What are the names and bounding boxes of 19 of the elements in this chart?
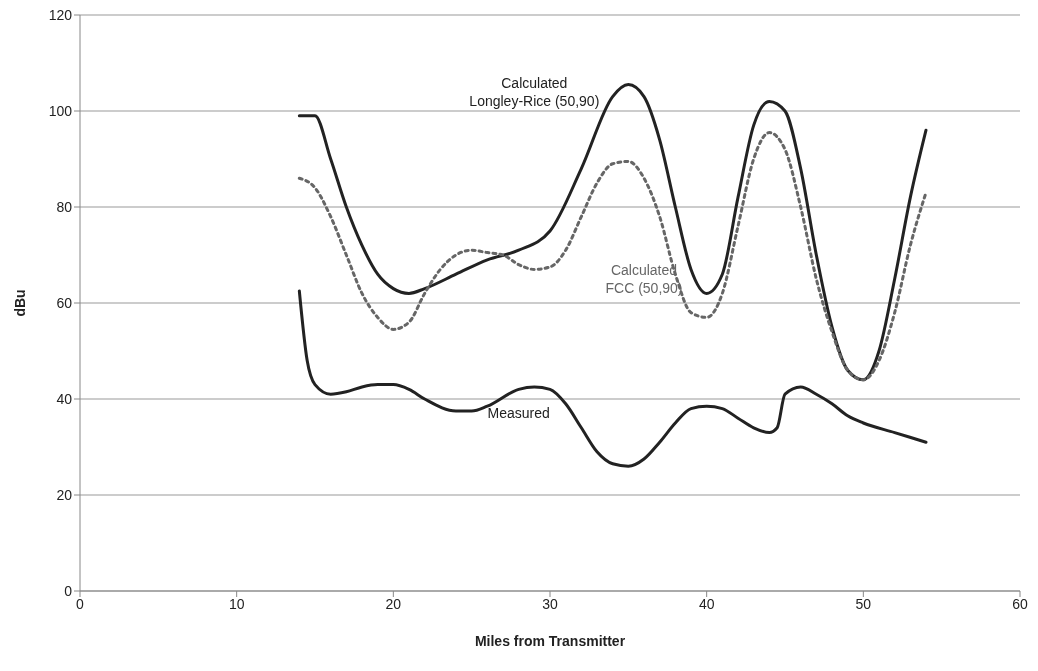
line-series bbox=[297, 131, 928, 382]
y-tick-label: 0 bbox=[64, 582, 73, 599]
x-tick-label: 60 bbox=[1012, 595, 1028, 612]
y-tick-label: 100 bbox=[48, 102, 73, 119]
x-tick-label: 50 bbox=[855, 595, 872, 612]
x-tick-label: 20 bbox=[385, 595, 402, 612]
x-tick-label: 30 bbox=[542, 595, 558, 612]
series-label: Measured bbox=[487, 405, 550, 422]
x-tick-label: 0 bbox=[76, 595, 85, 612]
y-tick-label: 80 bbox=[56, 198, 73, 215]
y-tick-label: 40 bbox=[56, 390, 73, 407]
y-tick-label: 60 bbox=[56, 294, 73, 311]
y-tick-label: 20 bbox=[56, 486, 73, 503]
series-label: Calculated Longley-Rice (50,90) bbox=[469, 74, 600, 109]
x-axis-title: Miles from Transmitter bbox=[474, 633, 626, 649]
x-tick-label: 40 bbox=[698, 595, 715, 612]
x-tick-label: 10 bbox=[228, 595, 245, 612]
y-axis-title: dBu bbox=[11, 289, 28, 317]
y-tick-label: 120 bbox=[48, 6, 73, 23]
